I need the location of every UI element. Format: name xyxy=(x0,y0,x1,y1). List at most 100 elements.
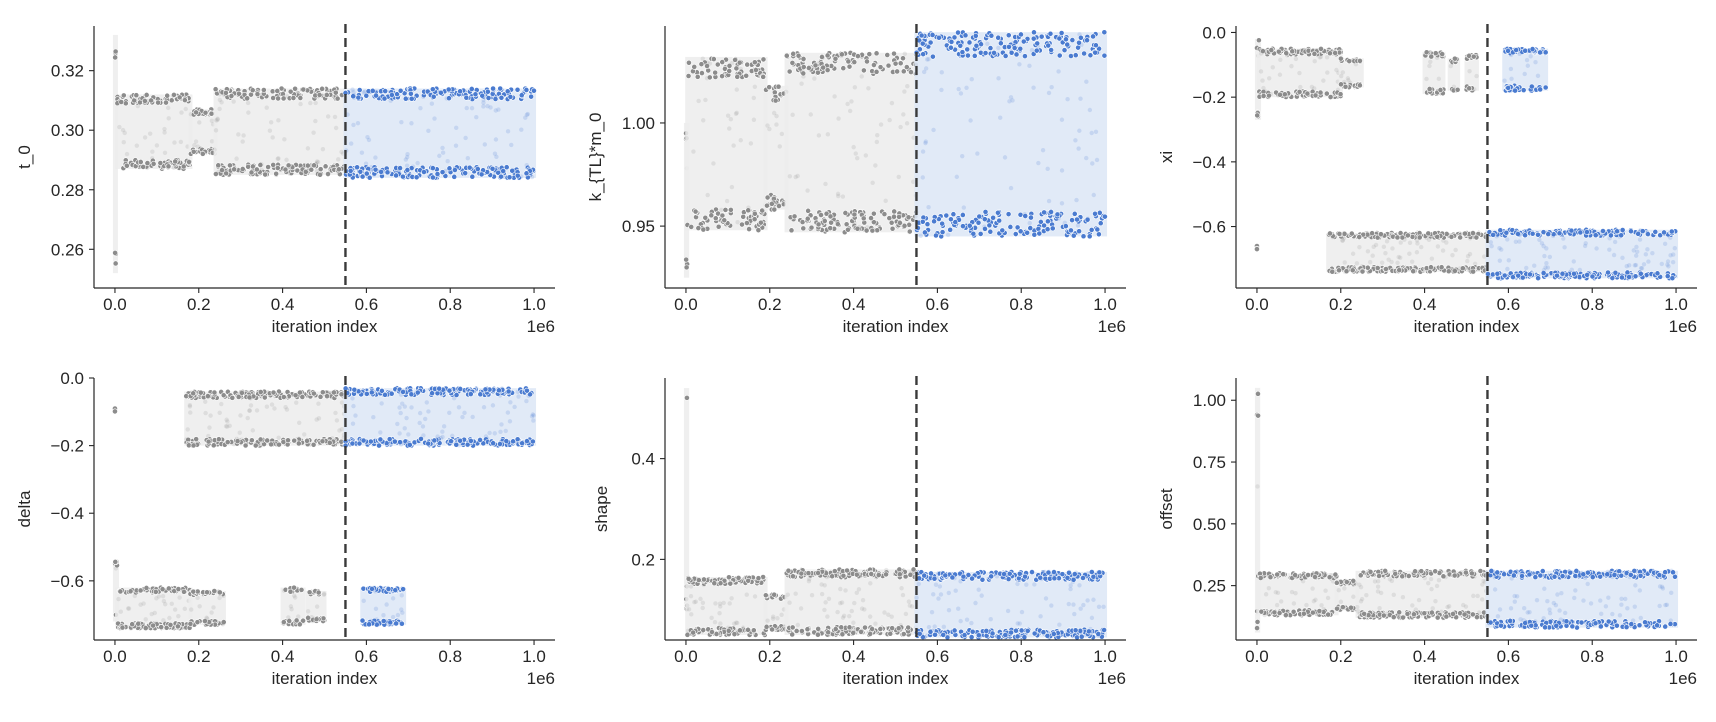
point xyxy=(210,442,217,449)
point xyxy=(926,624,932,630)
point xyxy=(711,580,718,587)
point xyxy=(1300,610,1307,617)
point xyxy=(1524,265,1529,271)
point xyxy=(1017,228,1024,235)
point xyxy=(825,132,831,137)
point xyxy=(1529,230,1536,237)
point xyxy=(868,215,874,221)
point xyxy=(496,387,502,394)
point xyxy=(1016,570,1023,577)
point xyxy=(1668,235,1673,240)
point xyxy=(960,223,966,230)
point xyxy=(929,32,936,38)
point xyxy=(276,441,282,448)
point xyxy=(942,572,949,579)
point xyxy=(943,212,950,219)
point xyxy=(978,632,984,638)
point xyxy=(1084,37,1090,44)
x-tick-label: 0.4 xyxy=(842,295,866,314)
point xyxy=(975,632,982,639)
point xyxy=(901,112,906,117)
point xyxy=(118,99,125,105)
point xyxy=(351,403,356,409)
point xyxy=(790,112,795,117)
point xyxy=(227,162,233,169)
point xyxy=(388,98,393,103)
point xyxy=(1340,70,1346,75)
point xyxy=(986,222,993,229)
point xyxy=(1471,232,1477,237)
point xyxy=(492,431,497,436)
point xyxy=(1497,227,1504,234)
point xyxy=(1465,253,1471,259)
point xyxy=(305,614,311,621)
point xyxy=(312,616,317,621)
point xyxy=(514,172,521,179)
point-cloud xyxy=(763,85,789,210)
point xyxy=(122,130,127,136)
point xyxy=(1659,261,1665,267)
point xyxy=(1275,93,1281,98)
point xyxy=(929,53,936,60)
point xyxy=(481,97,486,102)
point xyxy=(845,226,851,233)
point xyxy=(1457,234,1464,241)
point xyxy=(712,620,718,625)
point xyxy=(711,161,716,166)
point xyxy=(373,89,378,94)
point xyxy=(287,88,294,95)
point xyxy=(1457,231,1462,236)
point xyxy=(1293,56,1299,62)
point xyxy=(1467,267,1472,273)
point xyxy=(1329,49,1335,55)
point xyxy=(223,424,229,429)
point xyxy=(178,139,184,145)
point xyxy=(1365,233,1371,238)
point xyxy=(1075,223,1081,228)
point xyxy=(185,427,190,432)
point xyxy=(268,120,274,125)
point xyxy=(1436,76,1442,82)
point xyxy=(1499,247,1504,252)
point xyxy=(1614,228,1620,235)
point xyxy=(1317,55,1322,60)
x-tick-label: 0.8 xyxy=(438,647,462,666)
point xyxy=(1311,50,1318,57)
point xyxy=(795,52,802,59)
point xyxy=(384,619,389,624)
point xyxy=(366,174,373,181)
point xyxy=(1366,232,1371,238)
point xyxy=(124,151,130,157)
point xyxy=(1312,86,1317,91)
point xyxy=(707,61,713,66)
x-offset-label: 1e6 xyxy=(527,669,555,688)
point xyxy=(906,221,913,228)
point xyxy=(257,389,264,395)
point xyxy=(1389,259,1394,265)
point xyxy=(1329,94,1334,99)
point xyxy=(1015,621,1020,626)
x-axis-label: iteration index xyxy=(843,317,949,336)
point xyxy=(982,50,989,56)
point xyxy=(142,625,149,631)
point xyxy=(422,416,428,422)
point xyxy=(688,593,694,599)
point xyxy=(1254,625,1260,631)
point xyxy=(482,386,489,393)
point xyxy=(779,612,784,617)
point xyxy=(884,567,889,573)
point xyxy=(481,104,486,109)
point xyxy=(1520,87,1527,94)
point xyxy=(408,391,415,398)
point xyxy=(767,126,772,132)
point xyxy=(284,94,290,99)
point xyxy=(793,174,798,180)
point xyxy=(496,107,501,112)
point xyxy=(1254,112,1261,119)
point xyxy=(1017,621,1022,626)
point xyxy=(892,60,899,67)
point xyxy=(175,586,182,592)
point xyxy=(197,604,202,609)
point xyxy=(204,589,210,596)
point xyxy=(1668,253,1673,258)
